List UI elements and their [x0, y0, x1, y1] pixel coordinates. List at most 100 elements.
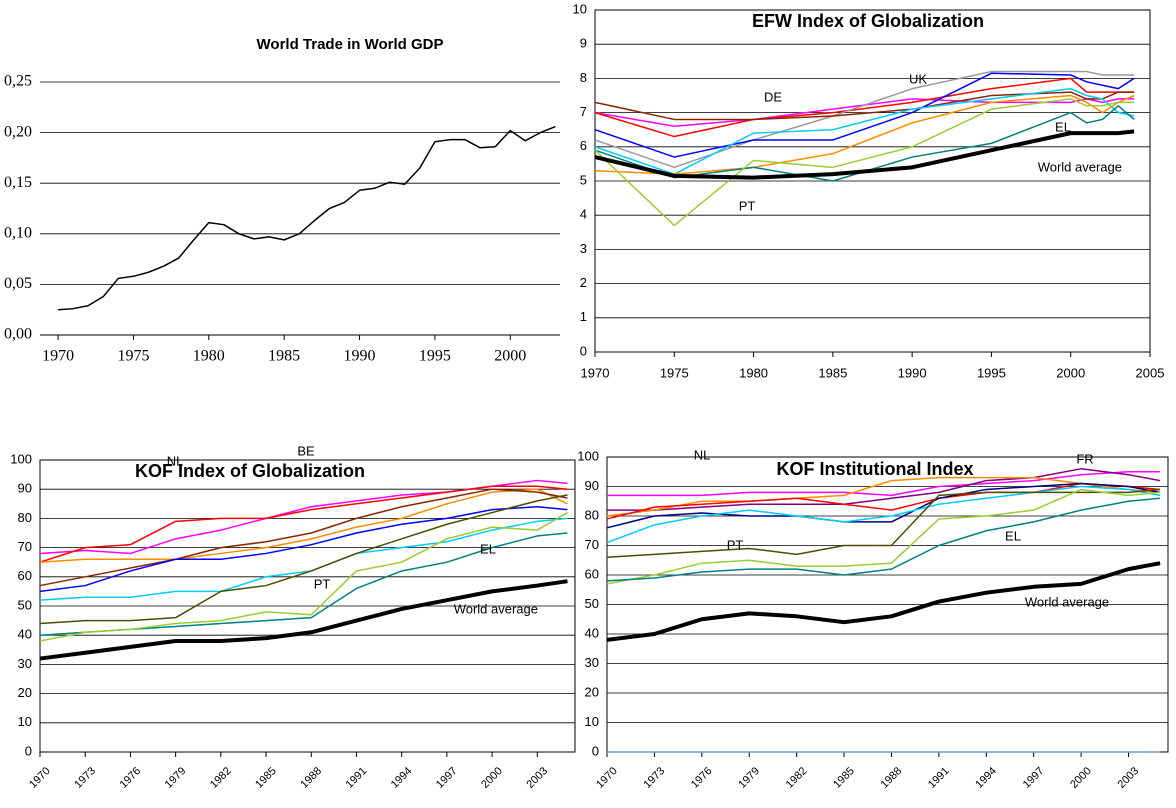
- x-tick-label: 1985: [253, 765, 279, 791]
- x-tick-label: 1979: [163, 765, 189, 791]
- series-line: [594, 129, 1135, 180]
- x-tick-label: 1979: [736, 765, 762, 791]
- data-line: [58, 125, 556, 311]
- y-tick-label: 100: [10, 451, 32, 466]
- x-tick-label: 1991: [344, 765, 370, 791]
- x-tick-label: 1973: [641, 765, 667, 791]
- x-tick-label: 2003: [1116, 765, 1142, 791]
- series-line: [606, 488, 1161, 585]
- x-tick-label: 2005: [1136, 365, 1165, 380]
- x-tick-label: 1970: [27, 765, 53, 791]
- annotation: World average: [1038, 159, 1122, 174]
- y-tick-label: 40: [585, 625, 599, 640]
- x-tick-label: 2000: [479, 765, 505, 791]
- y-tick-label: 5: [580, 172, 587, 187]
- x-tick-label: 1997: [434, 765, 460, 791]
- y-tick-label: 9: [580, 36, 587, 51]
- y-tick-label: 70: [18, 539, 32, 554]
- annotation: NL: [694, 447, 711, 462]
- x-tick-label: 2000: [494, 348, 526, 365]
- annotation: PT: [739, 198, 756, 213]
- y-tick-label: 0: [25, 743, 32, 758]
- chart-title: EFW Index of Globalization: [752, 11, 984, 31]
- y-tick-label: 7: [580, 104, 587, 119]
- y-tick-label: 0,25: [4, 73, 32, 90]
- x-tick-label: 1976: [689, 765, 715, 791]
- x-tick-label: 1973: [72, 765, 98, 791]
- x-tick-label: 1994: [973, 765, 999, 791]
- y-tick-label: 0,15: [4, 174, 32, 191]
- y-tick-label: 80: [18, 510, 32, 525]
- x-tick-label: 1997: [1021, 765, 1047, 791]
- series-line: [594, 94, 1135, 175]
- chart-title: KOF Institutional Index: [777, 459, 974, 479]
- x-tick-label: 1985: [268, 348, 300, 365]
- series-line: [606, 485, 1161, 544]
- annotation: EL: [1005, 528, 1021, 543]
- series-line: [594, 77, 1135, 138]
- x-tick-label: 2000: [1068, 765, 1094, 791]
- y-tick-label: 90: [18, 481, 32, 496]
- y-tick-label: 60: [18, 568, 32, 583]
- y-tick-label: 2: [580, 275, 587, 290]
- annotation: EL: [1055, 119, 1071, 134]
- y-tick-label: 40: [18, 627, 32, 642]
- y-tick-label: 1: [580, 309, 587, 324]
- series-line: [39, 488, 568, 587]
- series-line: [594, 72, 1135, 158]
- x-tick-label: 1990: [898, 365, 927, 380]
- x-tick-label: 1991: [926, 765, 952, 791]
- annotation: DE: [764, 89, 782, 104]
- series-line: [39, 488, 568, 563]
- x-tick-label: 1970: [42, 348, 74, 365]
- annotation: EL: [480, 541, 496, 556]
- y-tick-label: 90: [585, 478, 599, 493]
- annotation: UK: [909, 71, 927, 86]
- annotation: World average: [1025, 594, 1109, 609]
- x-tick-label: 1980: [193, 348, 225, 365]
- chart-title: World Trade in World GDP: [257, 36, 444, 53]
- y-tick-label: 6: [580, 138, 587, 153]
- series-line: [39, 505, 568, 593]
- x-tick-label: 1985: [831, 765, 857, 791]
- y-tick-label: 4: [580, 207, 587, 222]
- x-tick-label: 1988: [298, 765, 324, 791]
- x-tick-label: 1970: [594, 765, 620, 791]
- y-tick-label: 0: [592, 743, 599, 758]
- y-tick-label: 100: [577, 448, 599, 463]
- x-tick-label: 1976: [117, 765, 143, 791]
- annotation: BE: [297, 443, 315, 458]
- x-tick-label: 1985: [818, 365, 847, 380]
- plot-frame: [39, 459, 576, 753]
- x-tick-label: 1995: [419, 348, 451, 365]
- y-tick-label: 8: [580, 70, 587, 85]
- series-line: [594, 98, 1135, 227]
- x-tick-label: 1975: [117, 348, 149, 365]
- y-tick-label: 80: [585, 507, 599, 522]
- series-line: [594, 91, 1135, 121]
- series-line: [594, 105, 1135, 182]
- x-tick-label: 1988: [878, 765, 904, 791]
- x-tick-label: 1980: [739, 365, 768, 380]
- chart-title: KOF Index of Globalization: [135, 461, 365, 481]
- y-tick-label: 10: [585, 714, 599, 729]
- y-tick-label: 0,10: [4, 224, 32, 241]
- series-line: [607, 468, 1161, 511]
- series-line: [606, 497, 1161, 582]
- annotation: PT: [727, 537, 744, 552]
- series-line: [39, 494, 568, 625]
- y-tick-label: 3: [580, 241, 587, 256]
- y-tick-label: 0,05: [4, 275, 32, 292]
- series-line: [607, 471, 1161, 497]
- annotation: FR: [1076, 451, 1093, 466]
- x-tick-label: 1982: [784, 765, 810, 791]
- x-tick-label: 1995: [977, 365, 1006, 380]
- x-tick-label: 1970: [581, 365, 610, 380]
- series-line: [606, 488, 1161, 559]
- annotation: World average: [454, 601, 538, 616]
- y-tick-label: 10: [18, 714, 32, 729]
- series-line: [606, 561, 1161, 642]
- series-line: [39, 485, 568, 563]
